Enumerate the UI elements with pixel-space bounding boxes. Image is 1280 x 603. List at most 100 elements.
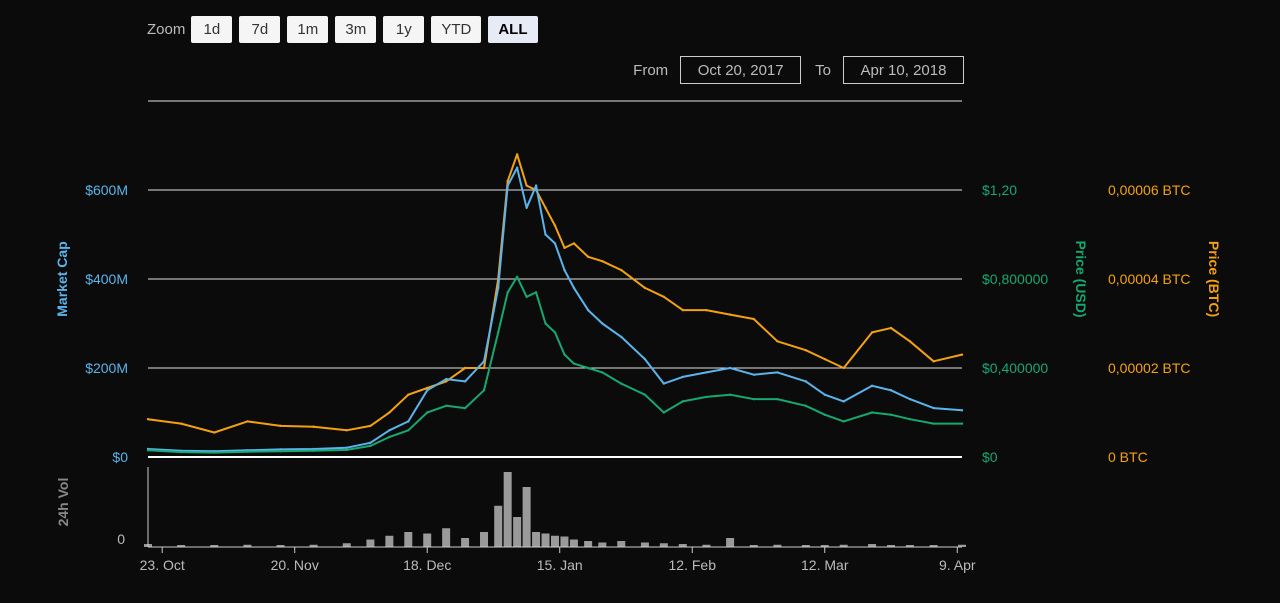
from-label: From bbox=[633, 61, 669, 79]
data-point-price-usd bbox=[823, 413, 826, 416]
data-point-price-usd bbox=[407, 429, 410, 432]
volume-bar bbox=[584, 541, 593, 547]
volume-bar bbox=[276, 545, 285, 547]
data-point-price-btc bbox=[407, 393, 410, 396]
series-line-price-usd bbox=[147, 275, 962, 454]
data-point-price-usd bbox=[908, 417, 912, 421]
volume-bar bbox=[522, 487, 531, 547]
x-tick-label: 18. Dec bbox=[403, 557, 451, 573]
data-point-price-usd bbox=[563, 353, 566, 356]
data-point-market-cap bbox=[643, 357, 647, 361]
series-line-market-cap bbox=[147, 166, 963, 453]
data-point-price-btc bbox=[932, 360, 935, 363]
data-point-market-cap bbox=[960, 409, 964, 412]
data-point-market-cap bbox=[586, 308, 590, 312]
data-point-price-usd bbox=[213, 451, 216, 454]
data-point-market-cap bbox=[870, 384, 874, 387]
data-point-price-btc bbox=[804, 349, 808, 352]
volume-tick-label: 0 bbox=[117, 531, 125, 547]
volume-bar bbox=[839, 544, 848, 547]
data-point-price-btc bbox=[482, 366, 486, 370]
data-point-market-cap bbox=[544, 233, 547, 236]
data-point-market-cap bbox=[563, 268, 566, 272]
zoom-1y-button[interactable]: 1y bbox=[383, 15, 425, 43]
volume-bar bbox=[177, 545, 186, 547]
data-point-price-usd bbox=[586, 366, 590, 370]
data-point-price-usd bbox=[525, 295, 528, 298]
data-point-price-btc bbox=[823, 357, 826, 361]
data-point-market-cap bbox=[506, 184, 509, 187]
volume-bar bbox=[442, 528, 451, 547]
axes-layer bbox=[147, 467, 962, 553]
data-point-market-cap bbox=[681, 375, 684, 379]
price-usd-tick-label: $1,20 bbox=[982, 182, 1017, 198]
zoom-toolbar: Zoom 1d 7d 1m 3m 1y YTD ALL bbox=[147, 15, 545, 43]
data-point-price-usd bbox=[776, 397, 779, 401]
data-point-price-btc bbox=[752, 317, 755, 321]
zoom-1m-button[interactable]: 1m bbox=[287, 15, 329, 43]
data-point-price-btc bbox=[620, 268, 623, 272]
data-point-price-btc bbox=[279, 424, 282, 428]
data-point-market-cap bbox=[842, 400, 845, 403]
data-point-price-usd bbox=[444, 404, 448, 408]
data-point-price-usd bbox=[681, 400, 684, 403]
price-btc-tick-label: 0,00002 BTC bbox=[1108, 360, 1191, 376]
data-point-market-cap bbox=[497, 286, 500, 290]
data-point-market-cap bbox=[601, 322, 604, 325]
data-point-price-usd bbox=[497, 331, 500, 334]
volume-bar bbox=[532, 532, 541, 547]
zoom-7d-button[interactable]: 7d bbox=[239, 15, 281, 43]
data-point-price-usd bbox=[620, 382, 623, 385]
data-point-price-btc bbox=[426, 386, 429, 390]
data-point-market-cap bbox=[823, 393, 826, 396]
volume-bar bbox=[494, 505, 503, 547]
x-tick-label: 15. Jan bbox=[537, 557, 583, 573]
zoom-1d-button[interactable]: 1d bbox=[191, 15, 233, 43]
volume-bar bbox=[659, 543, 668, 547]
data-point-price-btc bbox=[643, 286, 647, 290]
series-layer bbox=[146, 153, 964, 454]
volume-bar bbox=[404, 532, 413, 547]
data-point-price-btc bbox=[544, 206, 547, 209]
data-point-price-btc bbox=[908, 340, 912, 343]
volume-bar bbox=[551, 535, 559, 547]
data-point-market-cap bbox=[345, 446, 348, 449]
data-point-price-usd bbox=[889, 413, 893, 416]
data-point-price-btc bbox=[444, 380, 448, 383]
zoom-ytd-button[interactable]: YTD bbox=[431, 15, 482, 43]
data-point-price-usd bbox=[345, 448, 348, 452]
market-cap-axis-title: Market Cap bbox=[54, 241, 70, 316]
data-point-price-usd bbox=[482, 389, 486, 392]
data-point-price-btc bbox=[213, 431, 216, 434]
data-point-market-cap bbox=[804, 380, 808, 383]
from-date-input[interactable] bbox=[680, 56, 802, 84]
date-range: From To bbox=[633, 56, 964, 84]
data-point-price-btc bbox=[728, 313, 732, 316]
series-line-price-btc bbox=[147, 153, 963, 434]
volume-bar bbox=[929, 545, 938, 547]
data-point-price-btc bbox=[506, 179, 509, 183]
volume-bar bbox=[461, 538, 470, 547]
volume-bar bbox=[702, 544, 711, 547]
zoom-all-button[interactable]: ALL bbox=[488, 15, 538, 43]
volume-bars bbox=[144, 472, 966, 547]
x-tick-label: 12. Feb bbox=[669, 557, 717, 573]
data-point-price-btc bbox=[515, 153, 519, 156]
data-point-price-btc bbox=[312, 425, 315, 428]
volume-bar bbox=[868, 544, 877, 547]
data-point-market-cap bbox=[662, 382, 666, 385]
zoom-3m-button[interactable]: 3m bbox=[335, 15, 377, 43]
grid-lines bbox=[148, 100, 962, 458]
data-point-price-btc bbox=[705, 308, 708, 312]
data-point-market-cap bbox=[426, 389, 429, 392]
data-point-price-usd bbox=[643, 393, 647, 396]
to-date-input[interactable] bbox=[843, 56, 964, 84]
data-point-price-usd bbox=[506, 291, 509, 294]
price-usd-tick-label: $0,800000 bbox=[982, 271, 1048, 287]
data-point-market-cap bbox=[515, 166, 519, 169]
data-point-price-btc bbox=[553, 224, 557, 227]
volume-bar bbox=[342, 543, 351, 547]
market-cap-tick-label: $200M bbox=[85, 360, 128, 376]
data-point-price-usd bbox=[601, 371, 604, 374]
